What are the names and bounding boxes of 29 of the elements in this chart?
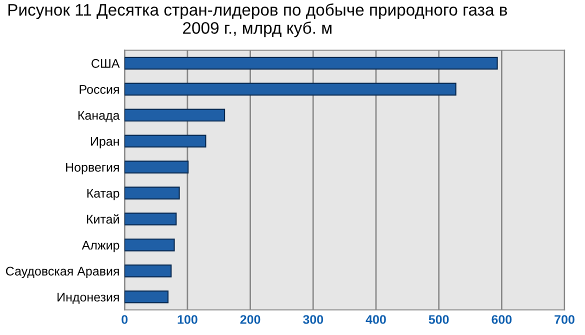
bar bbox=[124, 160, 189, 174]
bar bbox=[124, 238, 175, 252]
x-tick-label: 100 bbox=[178, 315, 198, 324]
x-tick-label: 500 bbox=[428, 315, 449, 324]
bar bbox=[124, 264, 172, 278]
x-tick-label: 400 bbox=[366, 315, 386, 324]
bar bbox=[124, 290, 169, 304]
x-tick-label: 300 bbox=[303, 315, 324, 324]
x-tick-label: 600 bbox=[492, 315, 512, 324]
y-tick-label: США bbox=[92, 59, 120, 68]
y-tick-label: Норвегия bbox=[66, 163, 119, 174]
y-tick-label: Канада bbox=[78, 111, 120, 122]
bar bbox=[124, 186, 180, 200]
bar bbox=[124, 82, 456, 96]
y-tick-label: Катар bbox=[87, 188, 120, 200]
x-tick-label: 200 bbox=[240, 315, 260, 324]
y-tick-label: Саудовская Аравия bbox=[6, 266, 119, 278]
chart-title: Рисунок 11 Десятка стран-лидеров по добыче природного газа в 2009 г., млрд куб. м bbox=[8, 3, 508, 38]
y-tick-label: Россия bbox=[80, 85, 119, 94]
y-tick-label: Иран bbox=[90, 137, 119, 148]
y-tick-label: Индонезия bbox=[58, 292, 119, 304]
bar bbox=[124, 56, 498, 70]
x-tick-label: 700 bbox=[554, 315, 574, 324]
x-tick-label: 0 bbox=[122, 315, 128, 324]
bar bbox=[124, 108, 226, 122]
bar bbox=[124, 134, 206, 148]
y-tick-label: Китай bbox=[86, 214, 119, 224]
bar bbox=[124, 212, 177, 226]
y-tick-label: Алжир bbox=[82, 240, 120, 252]
